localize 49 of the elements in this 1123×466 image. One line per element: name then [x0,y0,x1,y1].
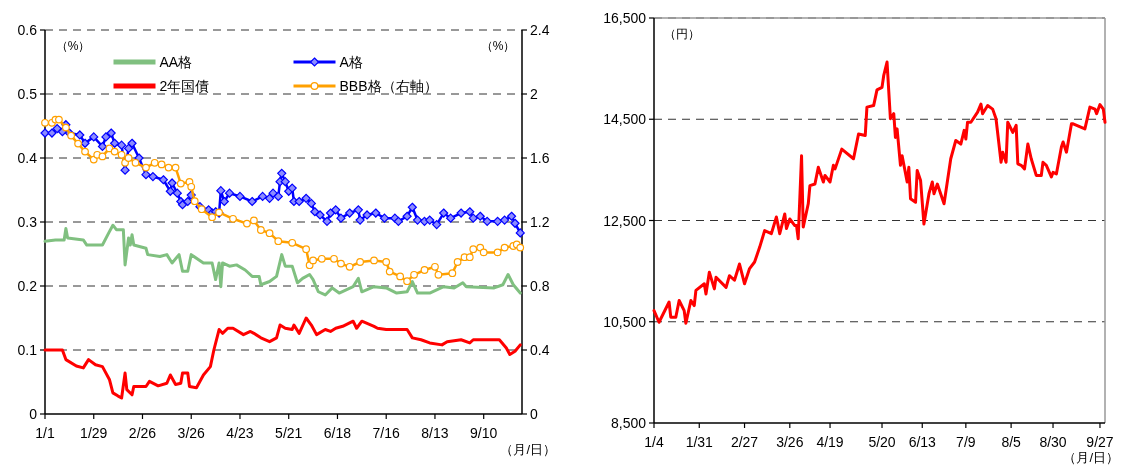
y-tick-label: 0.5 [17,86,38,102]
y2-tick-label: 1.6 [530,150,550,166]
y2-tick-label: 2.4 [530,22,550,38]
y-tick-label: 0.4 [17,150,38,166]
x-tick-label: 6/13 [908,434,937,450]
x-tick-label: 7/16 [372,425,401,441]
x-tick-label: 6/18 [323,425,352,441]
legend-label: AA格 [159,54,193,70]
y2-axis-title: （%） [480,39,516,53]
x-tick-label: 5/21 [275,425,303,441]
x-tick-label: 3/26 [177,425,206,441]
x-tick-label: 9/10 [470,425,498,441]
x-axis-title: （月/日） [1063,450,1119,465]
y-tick-label: 10,500 [603,313,647,330]
x-tick-label: 8/30 [1039,434,1067,450]
x-tick-label: 1/4 [644,434,664,450]
x-tick-label: 9/27 [1086,434,1114,450]
x-tick-label: 1/1 [35,425,55,441]
x-tick-label: 1/29 [80,425,108,441]
y2-tick-label: 2 [530,86,538,102]
x-tick-label: 2/27 [730,434,759,450]
y-tick-label: 0.6 [17,22,38,38]
x-tick-label: 4/19 [816,434,844,450]
y-tick-label: 0.3 [17,214,38,230]
y-axis-title: （%） [55,39,91,53]
y-tick-label: 14,500 [603,111,647,128]
legend-label: BBB格（右軸） [339,78,438,94]
x-tick-label: 8/5 [1001,434,1022,450]
y-tick-label: 8,500 [610,415,647,431]
x-tick-label: 8/13 [421,425,449,441]
y-axis-title: （円） [664,27,700,41]
y-tick-label: 0.1 [17,342,38,358]
y2-tick-label: 1.2 [530,214,550,230]
legend-label: 2年国債 [159,78,210,94]
x-tick-label: 5/20 [868,434,896,450]
x-tick-label: 3/26 [776,434,804,450]
y2-tick-label: 0 [530,406,538,422]
x-axis-title: （月/日） [500,442,556,457]
y2-tick-label: 0.4 [530,342,550,358]
x-tick-label: 7/9 [956,434,976,450]
y-tick-label: 0.2 [17,278,38,294]
y-tick-label: 12,500 [603,212,647,229]
x-tick-label: 2/26 [128,425,157,441]
legend-label: A格 [339,54,363,70]
x-tick-label: 1/31 [685,434,714,450]
y-tick-label: 0 [29,406,38,422]
x-tick-label: 4/23 [226,425,254,441]
y2-tick-label: 0.8 [530,278,550,294]
y-tick-label: 16,500 [603,10,647,26]
